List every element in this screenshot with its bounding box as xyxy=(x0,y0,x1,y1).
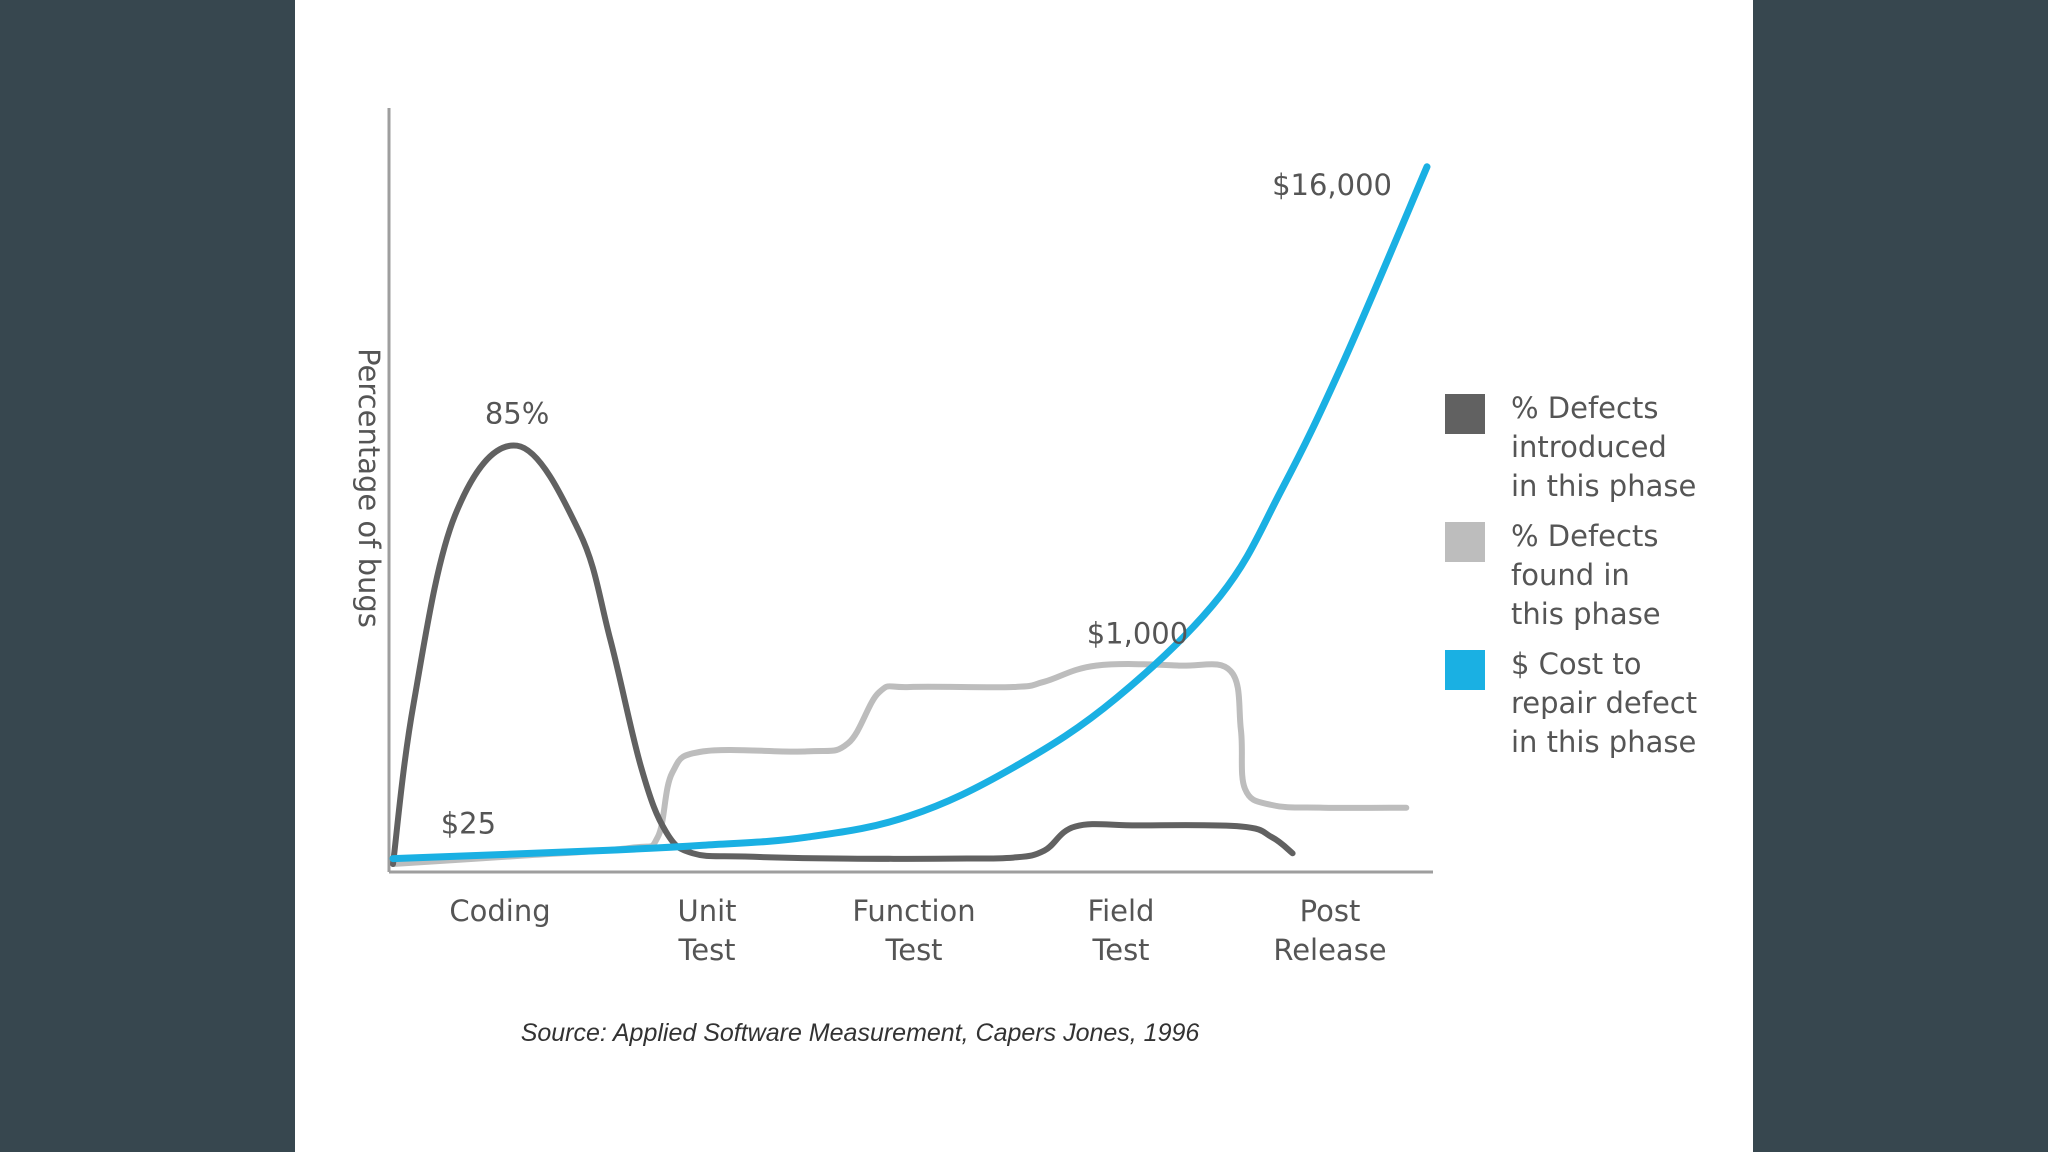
legend-item-introduced: % Defects introduced in this phase xyxy=(1445,391,1696,503)
series-line-cost xyxy=(389,163,1431,863)
legend-label: repair defect xyxy=(1511,686,1697,720)
legend-label: % Defects xyxy=(1511,519,1658,553)
legend-label: found in xyxy=(1511,558,1630,592)
legend-swatch xyxy=(1445,650,1485,690)
legend-swatch xyxy=(1445,522,1485,562)
category-label: Coding xyxy=(449,894,550,928)
legend-item-found: % Defects found in this phase xyxy=(1445,519,1661,631)
legend-label: this phase xyxy=(1511,597,1661,631)
category-label: Release xyxy=(1273,933,1386,967)
category-label: Field xyxy=(1088,894,1155,928)
y-axis-label: Percentage of bugs xyxy=(352,348,386,628)
source-caption: Source: Applied Software Measurement, Ca… xyxy=(521,1019,1200,1047)
legend-label: $ Cost to xyxy=(1511,647,1641,681)
chart: Percentage of bugs Coding Unit Test Functio… xyxy=(352,108,1697,1047)
series-line-introduced xyxy=(390,442,1296,867)
category-label: Function xyxy=(852,894,975,928)
legend-label: introduced xyxy=(1511,430,1667,464)
series-layer xyxy=(389,163,1431,867)
data-label: 85% xyxy=(485,397,549,431)
category-label: Test xyxy=(884,933,942,967)
data-label: $16,000 xyxy=(1272,168,1392,202)
slide: Percentage of bugs Coding Unit Test Functio… xyxy=(295,0,1753,1152)
annotations: 85% $25 $1,000 $16,000 xyxy=(441,168,1392,840)
legend-label: in this phase xyxy=(1511,469,1696,503)
legend-swatch xyxy=(1445,394,1485,434)
category-labels: Coding Unit Test Function Test Field Test Post R… xyxy=(449,894,1386,967)
category-label: Post xyxy=(1300,894,1361,928)
data-label: $25 xyxy=(441,806,496,840)
legend-item-cost: $ Cost to repair defect in this phase xyxy=(1445,647,1697,759)
legend-label: in this phase xyxy=(1511,725,1696,759)
category-label: Test xyxy=(677,933,735,967)
series-line-found xyxy=(390,661,1410,867)
axes xyxy=(387,108,1433,874)
legend-label: % Defects xyxy=(1511,391,1658,425)
category-label: Unit xyxy=(677,894,736,928)
category-label: Test xyxy=(1091,933,1149,967)
data-label: $1,000 xyxy=(1087,617,1188,651)
